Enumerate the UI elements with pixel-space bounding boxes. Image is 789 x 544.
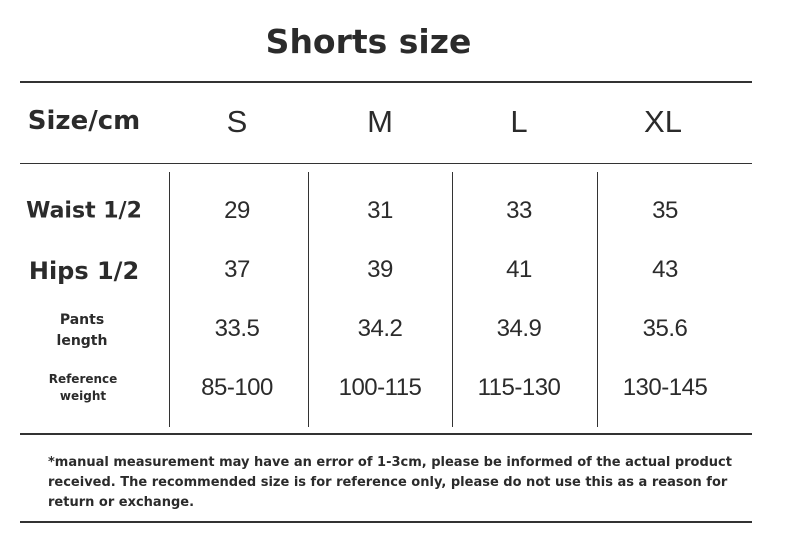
column-divider — [308, 172, 309, 427]
cell-hips-l: 41 — [506, 256, 532, 283]
cell-waist-s: 29 — [224, 197, 250, 224]
header-l: L — [510, 104, 528, 139]
row-label-waist: Waist 1/2 — [26, 198, 142, 224]
header-m: M — [367, 104, 393, 139]
cell-pants-s: 33.5 — [214, 315, 260, 342]
cell-hips-s: 37 — [224, 256, 250, 283]
divider-top — [20, 81, 752, 83]
row-label-line: weight — [59, 389, 107, 403]
divider-table-bottom — [20, 433, 752, 435]
page-title: Shorts size — [265, 22, 472, 61]
cell-waist-m: 31 — [367, 197, 393, 224]
cell-weight-xl: 130-145 — [622, 374, 708, 401]
row-label-reference-weight: Reference weight — [49, 371, 118, 405]
divider-bottom — [20, 521, 752, 523]
row-label-pants-length: Pants length — [57, 310, 108, 352]
cell-pants-m: 34.2 — [357, 315, 403, 342]
header-size-cm: Size/cm — [27, 106, 141, 136]
measurement-note: *manual measurement may have an error of… — [48, 455, 732, 510]
column-divider — [169, 172, 170, 427]
row-label-hips: Hips 1/2 — [28, 257, 140, 285]
cell-pants-xl: 35.6 — [642, 315, 688, 342]
cell-hips-m: 39 — [367, 256, 393, 283]
cell-waist-l: 33 — [506, 197, 532, 224]
cell-weight-l: 115-130 — [477, 374, 561, 401]
column-divider — [452, 172, 453, 427]
cell-weight-s: 85-100 — [201, 374, 273, 401]
row-label-line: Reference — [48, 372, 118, 386]
cell-hips-xl: 43 — [652, 256, 678, 283]
divider-header — [20, 163, 752, 164]
header-xl: XL — [644, 104, 682, 139]
cell-waist-xl: 35 — [652, 197, 678, 224]
row-label-line: Pants — [59, 312, 105, 328]
cell-pants-l: 34.9 — [496, 315, 542, 342]
header-s: S — [226, 104, 248, 139]
column-divider — [597, 172, 598, 427]
cell-weight-m: 100-115 — [338, 374, 422, 401]
row-label-line: length — [56, 333, 108, 349]
